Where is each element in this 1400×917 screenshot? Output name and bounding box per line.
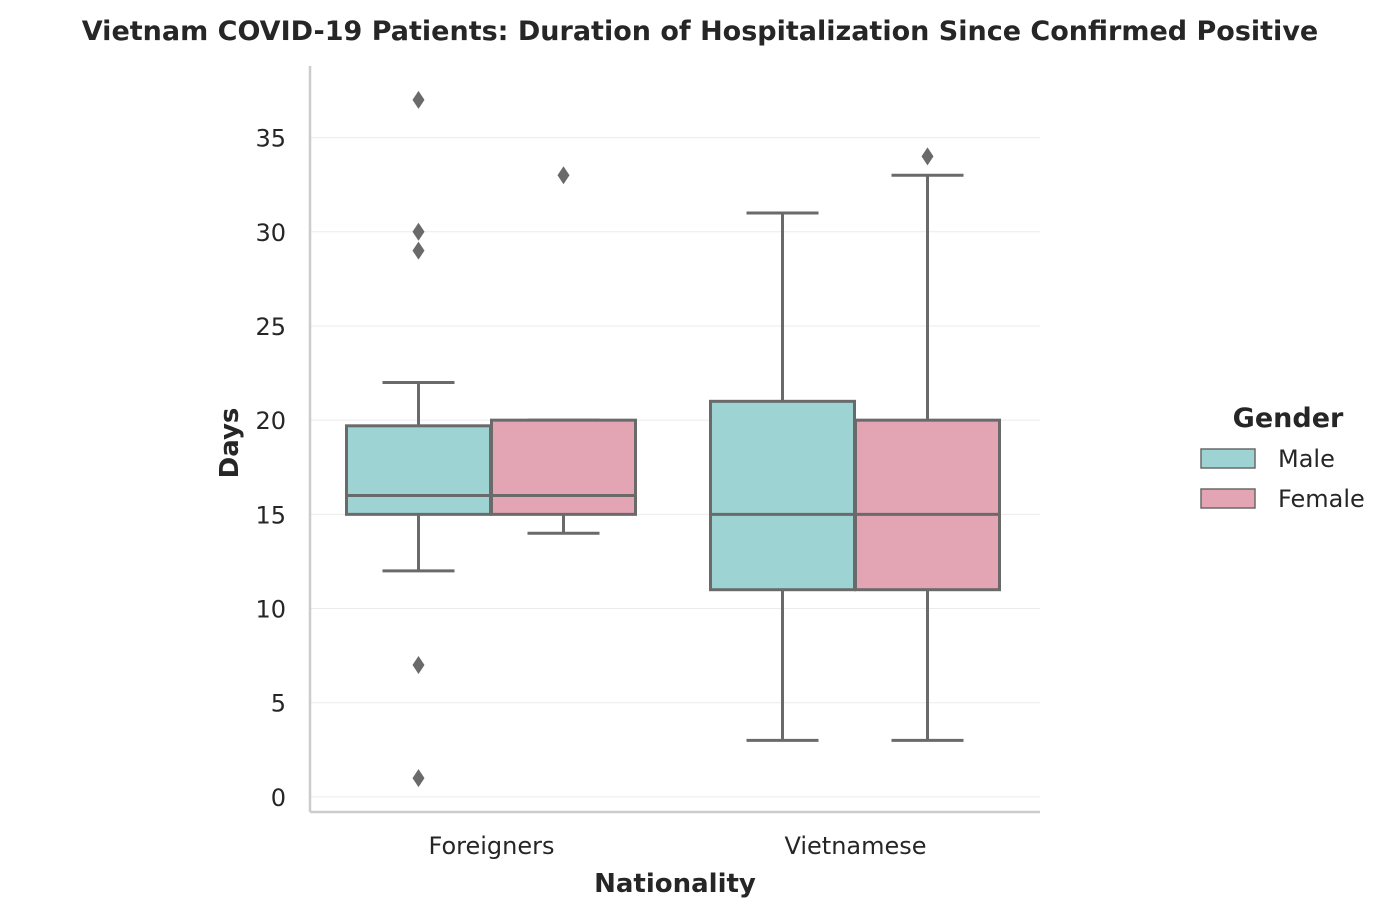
box-male-vietnamese (709, 211, 856, 742)
y-tick-label: 20 (255, 407, 286, 435)
outlier-point (412, 656, 425, 675)
box-layer (345, 90, 1001, 788)
y-tick-label: 15 (255, 501, 286, 529)
y-tick-label: 35 (255, 125, 286, 153)
box-male-foreigners (345, 90, 492, 788)
legend-swatch-male (1200, 448, 1256, 469)
box-female-foreigners (490, 166, 637, 535)
legend-title: Gender (1233, 403, 1344, 434)
y-tick-label: 5 (271, 690, 286, 718)
x-tick-label: Vietnamese (784, 832, 926, 860)
iqr-box (345, 424, 492, 516)
legend-label-male: Male (1278, 445, 1335, 473)
legend-label-female: Female (1278, 485, 1365, 513)
chart-title: Vietnam COVID-19 Patients: Duration of H… (82, 16, 1318, 47)
iqr-box (709, 399, 856, 592)
y-tick-label: 25 (255, 313, 286, 341)
x-axis-label: Nationality (594, 869, 756, 899)
legend: Gender Male Female (1200, 403, 1365, 513)
y-axis-label: Days (215, 408, 245, 479)
y-tick-label: 10 (255, 596, 286, 624)
box-female-vietnamese (854, 147, 1001, 742)
iqr-box (490, 418, 637, 516)
outlier-point (412, 241, 425, 260)
outlier-point (921, 147, 934, 166)
outlier-point (557, 166, 570, 185)
outlier-point (412, 90, 425, 109)
axis-layer: 0 5 10 15 20 25 30 35 Foreigners Vietnamese (255, 66, 1040, 860)
y-tick-label: 30 (255, 219, 286, 247)
legend-swatch-female (1200, 488, 1256, 509)
outlier-point (412, 222, 425, 241)
y-tick-label: 0 (271, 784, 286, 812)
iqr-box (854, 418, 1001, 592)
outlier-point (412, 769, 425, 788)
x-tick-label: Foreigners (429, 832, 555, 860)
